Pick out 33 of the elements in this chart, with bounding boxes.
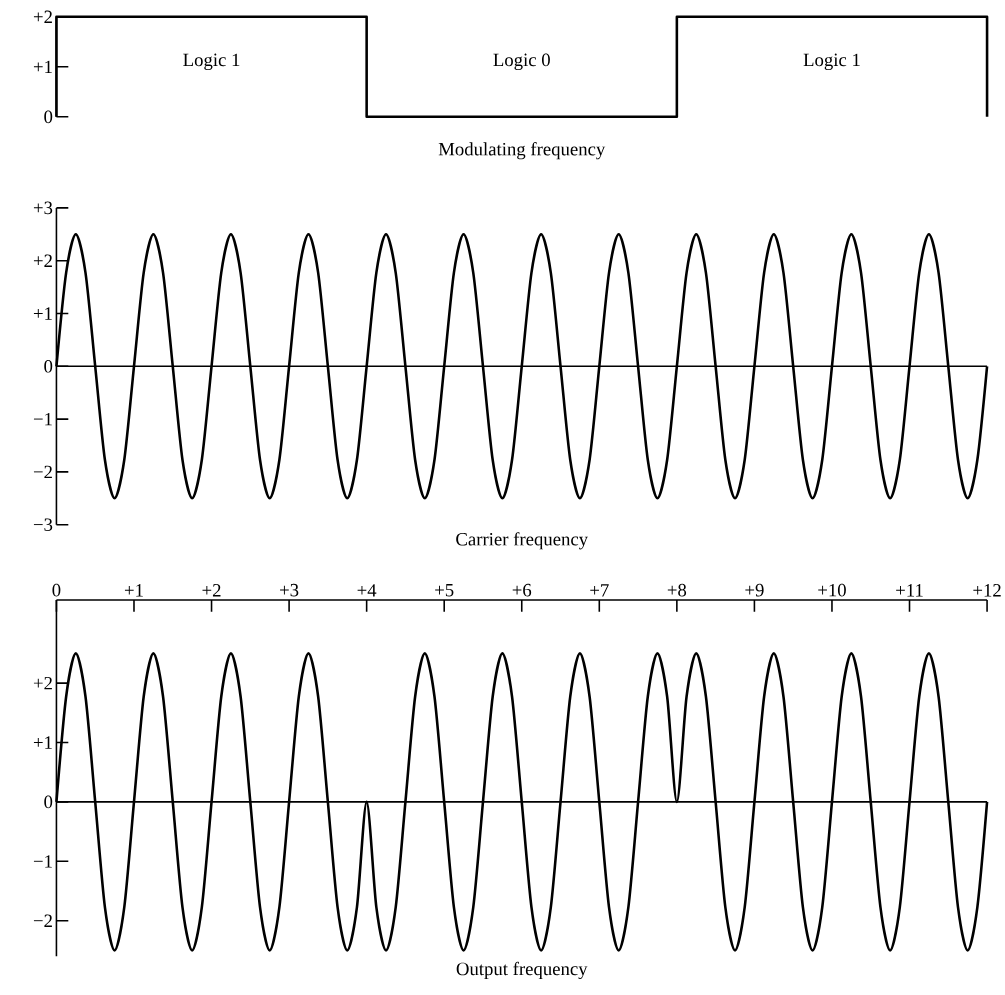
text: Carrier frequency: [456, 532, 589, 550]
x-tick-label: +2: [202, 584, 221, 597]
annotation: Logic 1: [183, 53, 240, 71]
x-tick-label: +11: [896, 584, 923, 597]
y-tick-label: −2: [33, 465, 52, 479]
x-tick-label: +6: [512, 583, 532, 597]
y-tick-label: +1: [33, 60, 52, 74]
y-tick-label: +2: [33, 254, 52, 267]
y-tick-label: −2: [33, 914, 52, 927]
x-tick-label: +12: [973, 584, 1001, 597]
y-tick-label: 0: [44, 795, 53, 809]
y-tick-label: 0: [44, 360, 53, 373]
y-tick-label: −1: [33, 412, 52, 426]
y-tick-label: 0: [44, 110, 53, 124]
y-tick-label: −1: [33, 855, 52, 868]
y-tick-label: +3: [33, 201, 53, 215]
annotation: Logic 1: [803, 53, 860, 71]
x-tick-label: +4: [357, 584, 377, 597]
y-tick-label: −3: [33, 518, 53, 532]
x-tick-label: +9: [745, 583, 764, 597]
y-tick-label: +2: [33, 676, 52, 690]
annotation: Logic 0: [493, 53, 550, 71]
x-tick-label: +8: [667, 583, 687, 597]
y-tick-label: +1: [33, 307, 52, 320]
x-tick-label: +5: [435, 584, 454, 597]
text: Modulating frequency: [438, 142, 606, 160]
x-tick-label: +3: [280, 583, 299, 597]
x-tick-label: +7: [590, 584, 609, 597]
x-tick-label: +10: [818, 583, 846, 597]
y-tick-label: +2: [33, 10, 52, 24]
text: Output frequency: [456, 961, 588, 980]
y-tick-label: +1: [33, 736, 52, 749]
x-tick-label: +1: [124, 584, 143, 597]
